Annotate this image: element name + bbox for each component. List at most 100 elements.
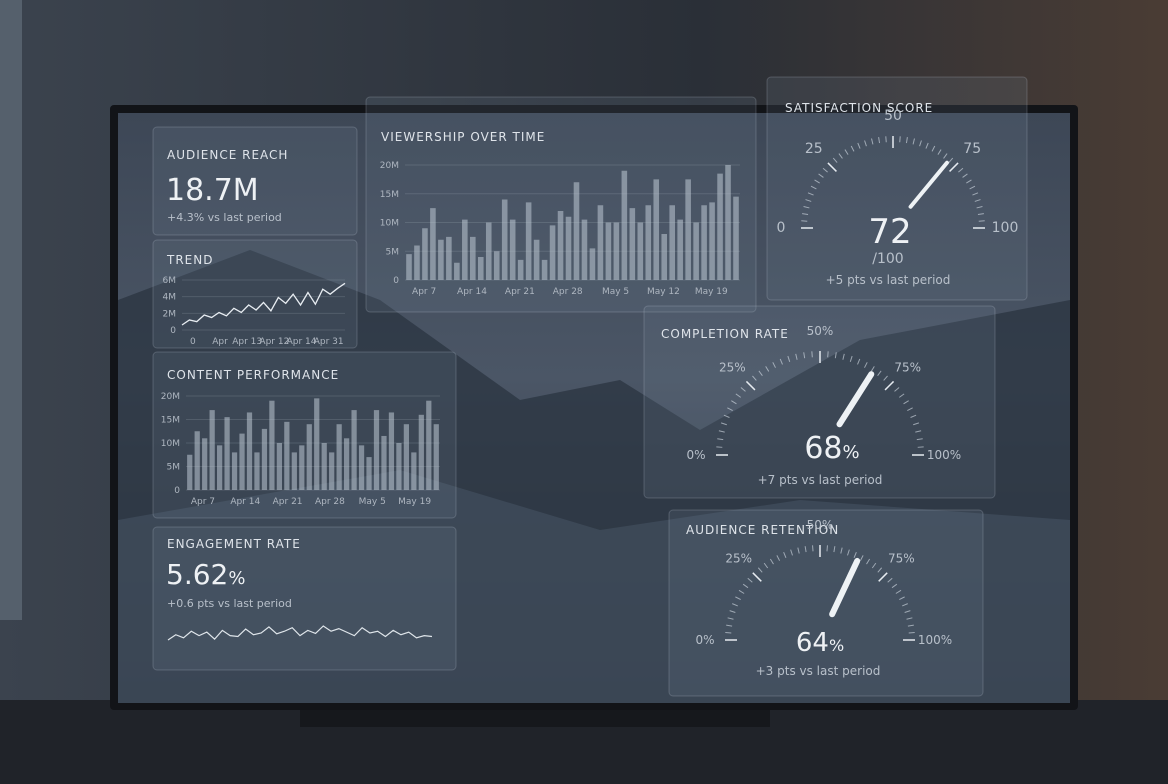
- bar: [454, 262, 460, 280]
- bar: [284, 421, 290, 490]
- gauge-minor-tick: [838, 153, 843, 159]
- gauge-minor-tick: [805, 199, 812, 202]
- panel: [766, 76, 1028, 301]
- gauge-minor-tick: [729, 610, 736, 613]
- bar: [549, 225, 556, 280]
- x-tick-label: Apr 21: [505, 287, 535, 297]
- gauge-minor-tick: [849, 355, 853, 362]
- bar: [725, 165, 731, 280]
- gauge-value: 68%: [804, 431, 859, 466]
- gauge-minor-tick: [958, 167, 964, 173]
- gauge-minor-tick: [903, 400, 909, 405]
- x-tick-label: Apr 14: [230, 497, 260, 507]
- x-tick-label: May 5: [359, 497, 386, 507]
- x-tick-label: Apr 7: [412, 287, 436, 297]
- y-tick-label: 10M: [161, 439, 180, 449]
- gauge-needle: [908, 160, 949, 209]
- gauge-needle: [836, 371, 875, 428]
- gauge-minor-tick: [797, 547, 800, 554]
- bar: [276, 443, 282, 490]
- bar: [605, 222, 612, 280]
- gauge-minor-tick: [726, 624, 733, 627]
- y-tick-label: 4M: [163, 293, 177, 303]
- bar: [485, 222, 492, 280]
- panel-title: AUDIENCE REACH: [167, 148, 288, 162]
- bar: [239, 433, 245, 490]
- gauge-minor-tick: [899, 596, 905, 601]
- gauge-minor-tick: [871, 138, 874, 145]
- bar: [344, 438, 350, 490]
- bar: [406, 254, 412, 280]
- gauge-minor-tick: [727, 617, 734, 620]
- bar: [358, 445, 365, 490]
- gauge-tick: [884, 380, 895, 391]
- kpi-unit: %: [228, 568, 245, 589]
- bar: [314, 398, 320, 490]
- bar: [426, 400, 432, 490]
- gauge-minor-tick: [752, 375, 757, 381]
- gauge-minor-tick: [969, 185, 976, 190]
- x-tick-label: Apr: [212, 337, 228, 347]
- bar: [224, 417, 230, 490]
- gauge-minor-tick: [842, 353, 845, 360]
- bar: [509, 219, 516, 280]
- gauge-unit: %: [829, 636, 844, 655]
- x-tick-label: May 5: [602, 287, 629, 297]
- panel: [152, 126, 358, 236]
- bar: [299, 445, 305, 490]
- bar: [430, 208, 436, 280]
- bar: [446, 236, 452, 280]
- gauge-tick-label: 50%: [807, 324, 834, 338]
- bar: [396, 443, 402, 490]
- x-tick-label: Apr 14: [457, 287, 487, 297]
- gauge-tick-label: 25%: [719, 360, 746, 374]
- gauge-minor-tick: [747, 577, 753, 583]
- gauge-tick-label: 75%: [888, 552, 915, 566]
- sparkline: [167, 625, 433, 641]
- gauge-minor-tick: [894, 387, 900, 392]
- x-tick-label: May 19: [695, 287, 728, 297]
- gauge-minor-tick: [866, 558, 871, 565]
- y-tick-label: 0: [174, 486, 180, 496]
- gauge-tick: [745, 380, 756, 391]
- bar: [422, 228, 428, 280]
- gauge-minor-tick: [772, 362, 776, 368]
- gauge-value: 72: [868, 212, 911, 252]
- gauge-minor-tick: [877, 370, 882, 377]
- bar: [629, 208, 636, 280]
- y-tick-label: 20M: [161, 392, 180, 402]
- gauge-minor-tick: [742, 583, 749, 589]
- y-tick-label: 10M: [380, 219, 399, 229]
- bar: [351, 410, 357, 490]
- gauge-minor-tick: [802, 213, 809, 216]
- x-tick-label: Apr 12: [259, 337, 289, 347]
- gauge-minor-tick: [891, 583, 898, 589]
- gauge-minor-tick: [758, 370, 763, 377]
- bar: [373, 410, 380, 490]
- gauge-minor-tick: [769, 558, 774, 565]
- bar: [388, 412, 395, 490]
- panel-title: SATISFACTION SCORE: [785, 101, 933, 115]
- lake: [118, 470, 1070, 703]
- x-tick-label: May 19: [398, 497, 431, 507]
- x-tick-label: Apr 21: [273, 497, 303, 507]
- gauge-minor-tick: [732, 603, 738, 607]
- x-tick-label: Apr 13: [232, 337, 262, 347]
- gauge-delta: +7 pts vs last period: [758, 473, 883, 487]
- gauge-minor-tick: [740, 387, 746, 392]
- x-tick-label: Apr 7: [191, 497, 215, 507]
- gauge-minor-tick: [907, 624, 914, 627]
- gauge-minor-tick: [840, 547, 843, 554]
- gauge-minor-tick: [853, 552, 857, 558]
- gauge-minor-tick: [912, 138, 915, 145]
- gauge-minor-tick: [822, 167, 828, 173]
- gauge-minor-tick: [735, 393, 742, 398]
- gauge-tick-label: 100%: [927, 448, 961, 462]
- gauge-minor-tick: [976, 206, 983, 209]
- gauge-minor-tick: [916, 438, 923, 441]
- bar: [533, 239, 540, 280]
- bar: [269, 400, 275, 490]
- bar: [709, 202, 715, 280]
- gauge-minor-tick: [803, 352, 806, 359]
- bar: [717, 173, 723, 280]
